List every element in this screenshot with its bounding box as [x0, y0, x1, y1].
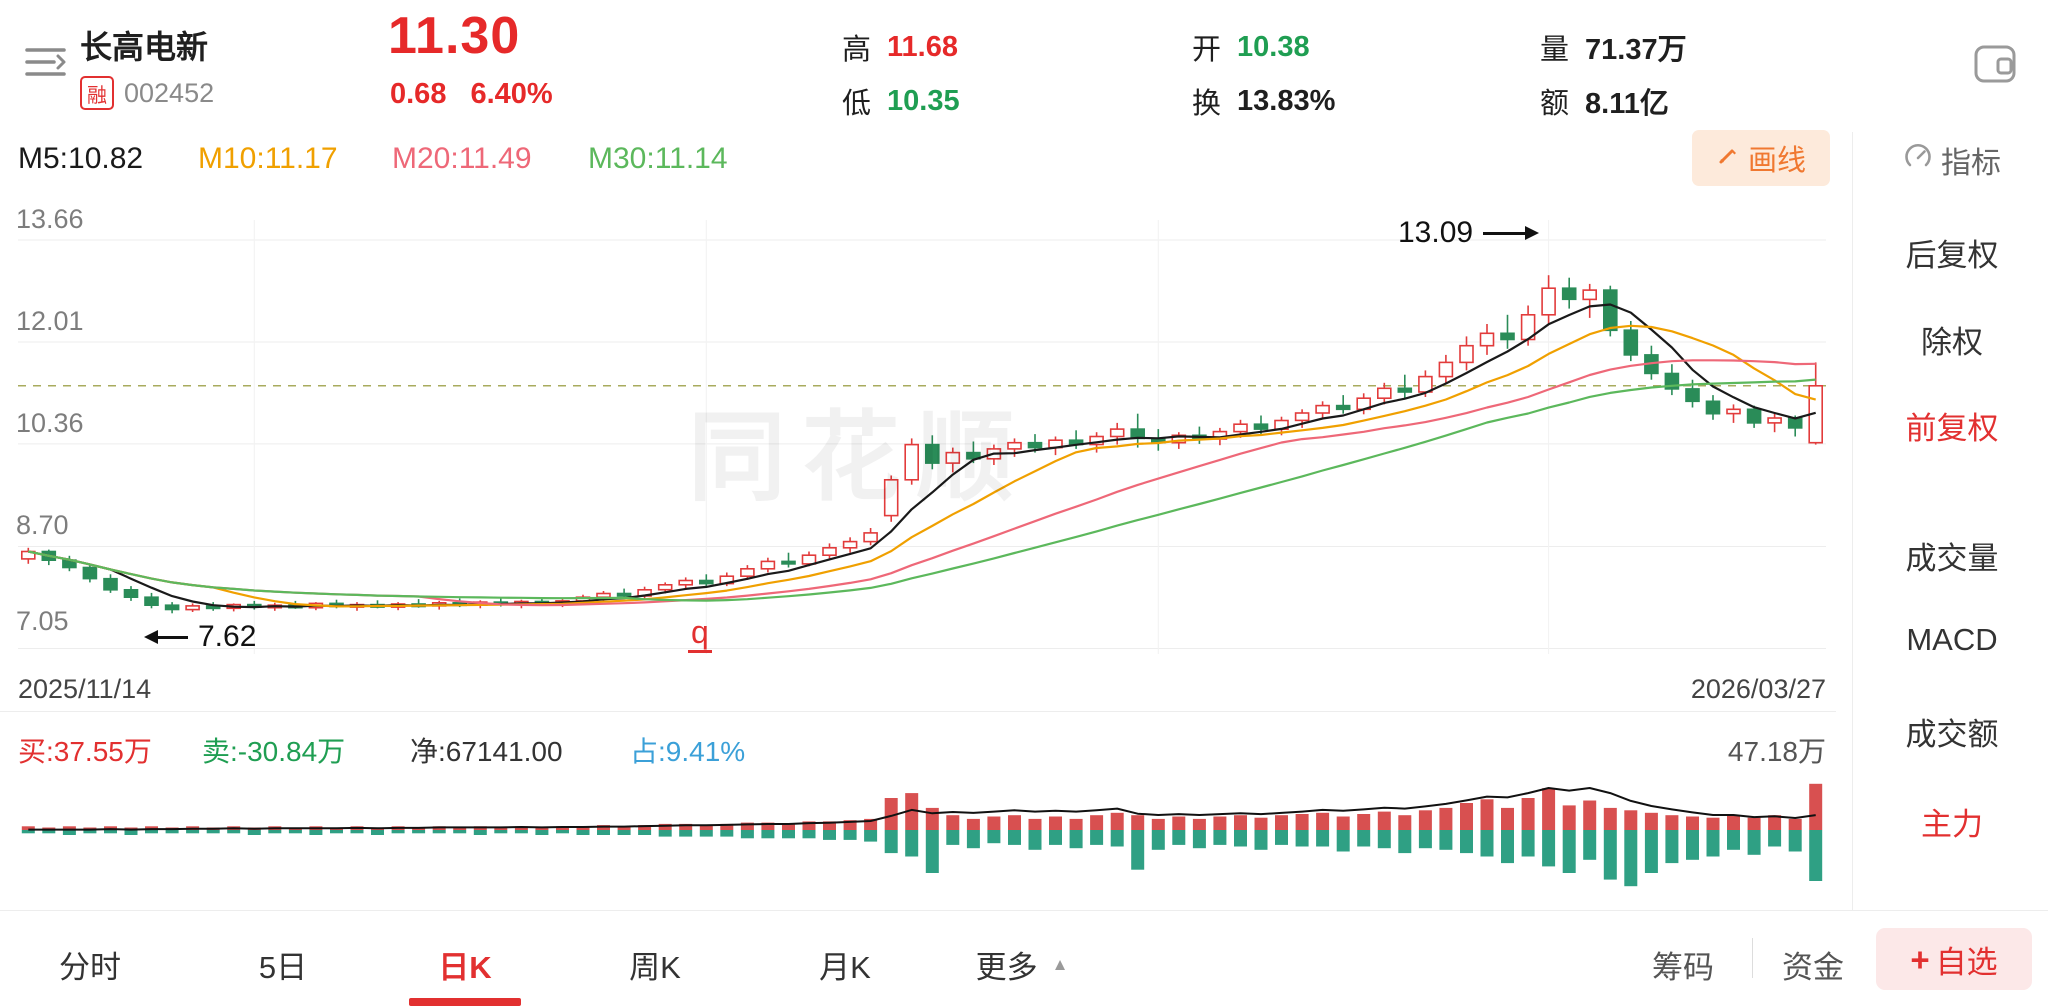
ma30-label: M30:11.14 [588, 142, 728, 175]
candlestick-chart[interactable] [0, 196, 1840, 678]
stat-volume: 量 71.37万 [1540, 26, 1687, 68]
tab-more[interactable]: 更多 ▲ [976, 942, 1069, 987]
stat-low: 低 10.35 [842, 80, 960, 122]
amount-label: 额 [1540, 88, 1570, 120]
stock-code-row: 融 002452 [80, 76, 214, 110]
divider [0, 711, 1836, 712]
tab-intraday[interactable]: 分时 [59, 950, 121, 985]
sidebar-item-macd[interactable]: MACD [1906, 622, 1998, 657]
sidebar-item-backward-adjusted[interactable]: 后复权 [1905, 238, 1999, 273]
open-value: 10.38 [1237, 30, 1310, 63]
stat-high: 高 11.68 [842, 26, 958, 68]
stat-amount: 额 8.11亿 [1540, 80, 1669, 122]
stat-open: 开 10.38 [1192, 26, 1310, 68]
gauge-icon [1903, 141, 1933, 179]
stock-code: 002452 [124, 77, 215, 108]
draw-line-button[interactable]: 画线 [1692, 130, 1830, 186]
add-watchlist-button[interactable]: + 自选 [1876, 928, 2032, 990]
high-label: 高 [842, 34, 872, 66]
sidebar-item-amount[interactable]: 成交额 [1905, 717, 1999, 752]
sidebar-item-forward-adjusted[interactable]: 前复权 [1905, 411, 1999, 446]
ma5-label: M5:10.82 [18, 142, 144, 175]
ma20-label: M20:11.49 [392, 142, 532, 175]
low-label: 低 [842, 88, 872, 120]
turnover-value: 13.83% [1237, 84, 1336, 117]
peak-price-label: 13.09 [1398, 216, 1474, 249]
change-value: 0.68 [390, 78, 447, 110]
funds-buy-label: 买:37.55万 [18, 736, 152, 767]
menu-icon[interactable] [24, 42, 70, 82]
indicator-label: 指标 [1941, 147, 2001, 180]
funds-net-label: 净:67141.00 [410, 736, 563, 767]
y-axis-label: 7.05 [16, 606, 69, 636]
draw-line-label: 画线 [1747, 145, 1806, 177]
price-change: 0.68 6.40% [390, 78, 553, 111]
funds-sell-label: 卖:-30.84万 [202, 736, 346, 767]
tab-weekly-k[interactable]: 周K [629, 950, 681, 985]
funds-ratio-label: 占:9.41% [630, 736, 746, 767]
funds-scale-label: 47.18万 [1727, 736, 1826, 767]
low-price-label: 7.62 [198, 620, 257, 653]
arrow-left-icon [144, 629, 188, 644]
sidebar-item-volume[interactable]: 成交量 [1905, 541, 1999, 576]
y-axis-label: 8.70 [16, 510, 69, 540]
expand-arrow-icon: ▲ [1051, 954, 1069, 974]
change-percent: 6.40% [470, 78, 553, 110]
divider [1852, 132, 1853, 910]
peak-annotation: 13.09 [1398, 216, 1540, 250]
indicator-menu[interactable]: 指标 [1862, 138, 2042, 182]
active-tab-indicator [409, 998, 521, 1006]
pencil-icon [1716, 142, 1740, 175]
amount-value: 8.11亿 [1585, 88, 1669, 120]
stat-turnover: 换 13.83% [1192, 80, 1335, 122]
divider [0, 910, 2048, 911]
volume-value: 71.37万 [1585, 34, 1687, 66]
start-date: 2025/11/14 [18, 674, 152, 704]
sidebar-item-main-force[interactable]: 主力 [1921, 807, 1983, 842]
low-annotation: 7.62 [144, 620, 257, 654]
tab-daily-k[interactable]: 日K [438, 950, 492, 985]
more-label: 更多 [975, 950, 1038, 985]
tab-funds[interactable]: 资金 [1782, 950, 1844, 985]
plus-icon: + [1910, 940, 1930, 978]
sidebar-item-ex-rights[interactable]: 除权 [1921, 325, 1983, 360]
ma10-label: M10:11.17 [198, 142, 338, 175]
tab-5day[interactable]: 5日 [258, 950, 308, 985]
ex-rights-marker: q [688, 615, 712, 653]
floating-window-icon[interactable] [1968, 38, 2022, 92]
funds-flow-chart[interactable] [0, 768, 1840, 906]
y-axis-label: 10.36 [16, 408, 84, 438]
y-axis-label: 13.66 [16, 204, 84, 234]
stock-name: 长高电新 [80, 29, 209, 65]
watchlist-label: 自选 [1935, 944, 1998, 980]
open-label: 开 [1192, 34, 1222, 66]
divider [1752, 938, 1753, 978]
end-date: 2026/03/27 [1690, 674, 1826, 704]
turnover-label: 换 [1192, 88, 1222, 120]
volume-label: 量 [1540, 34, 1570, 66]
arrow-right-icon [1483, 225, 1540, 240]
tab-monthly-k[interactable]: 月K [819, 950, 871, 985]
current-price: 11.30 [388, 7, 521, 65]
y-axis-label: 12.01 [16, 306, 84, 336]
low-value: 10.35 [887, 84, 960, 117]
margin-badge: 融 [80, 76, 114, 110]
tab-chip-distribution[interactable]: 筹码 [1652, 950, 1714, 985]
high-value: 11.68 [887, 30, 958, 63]
